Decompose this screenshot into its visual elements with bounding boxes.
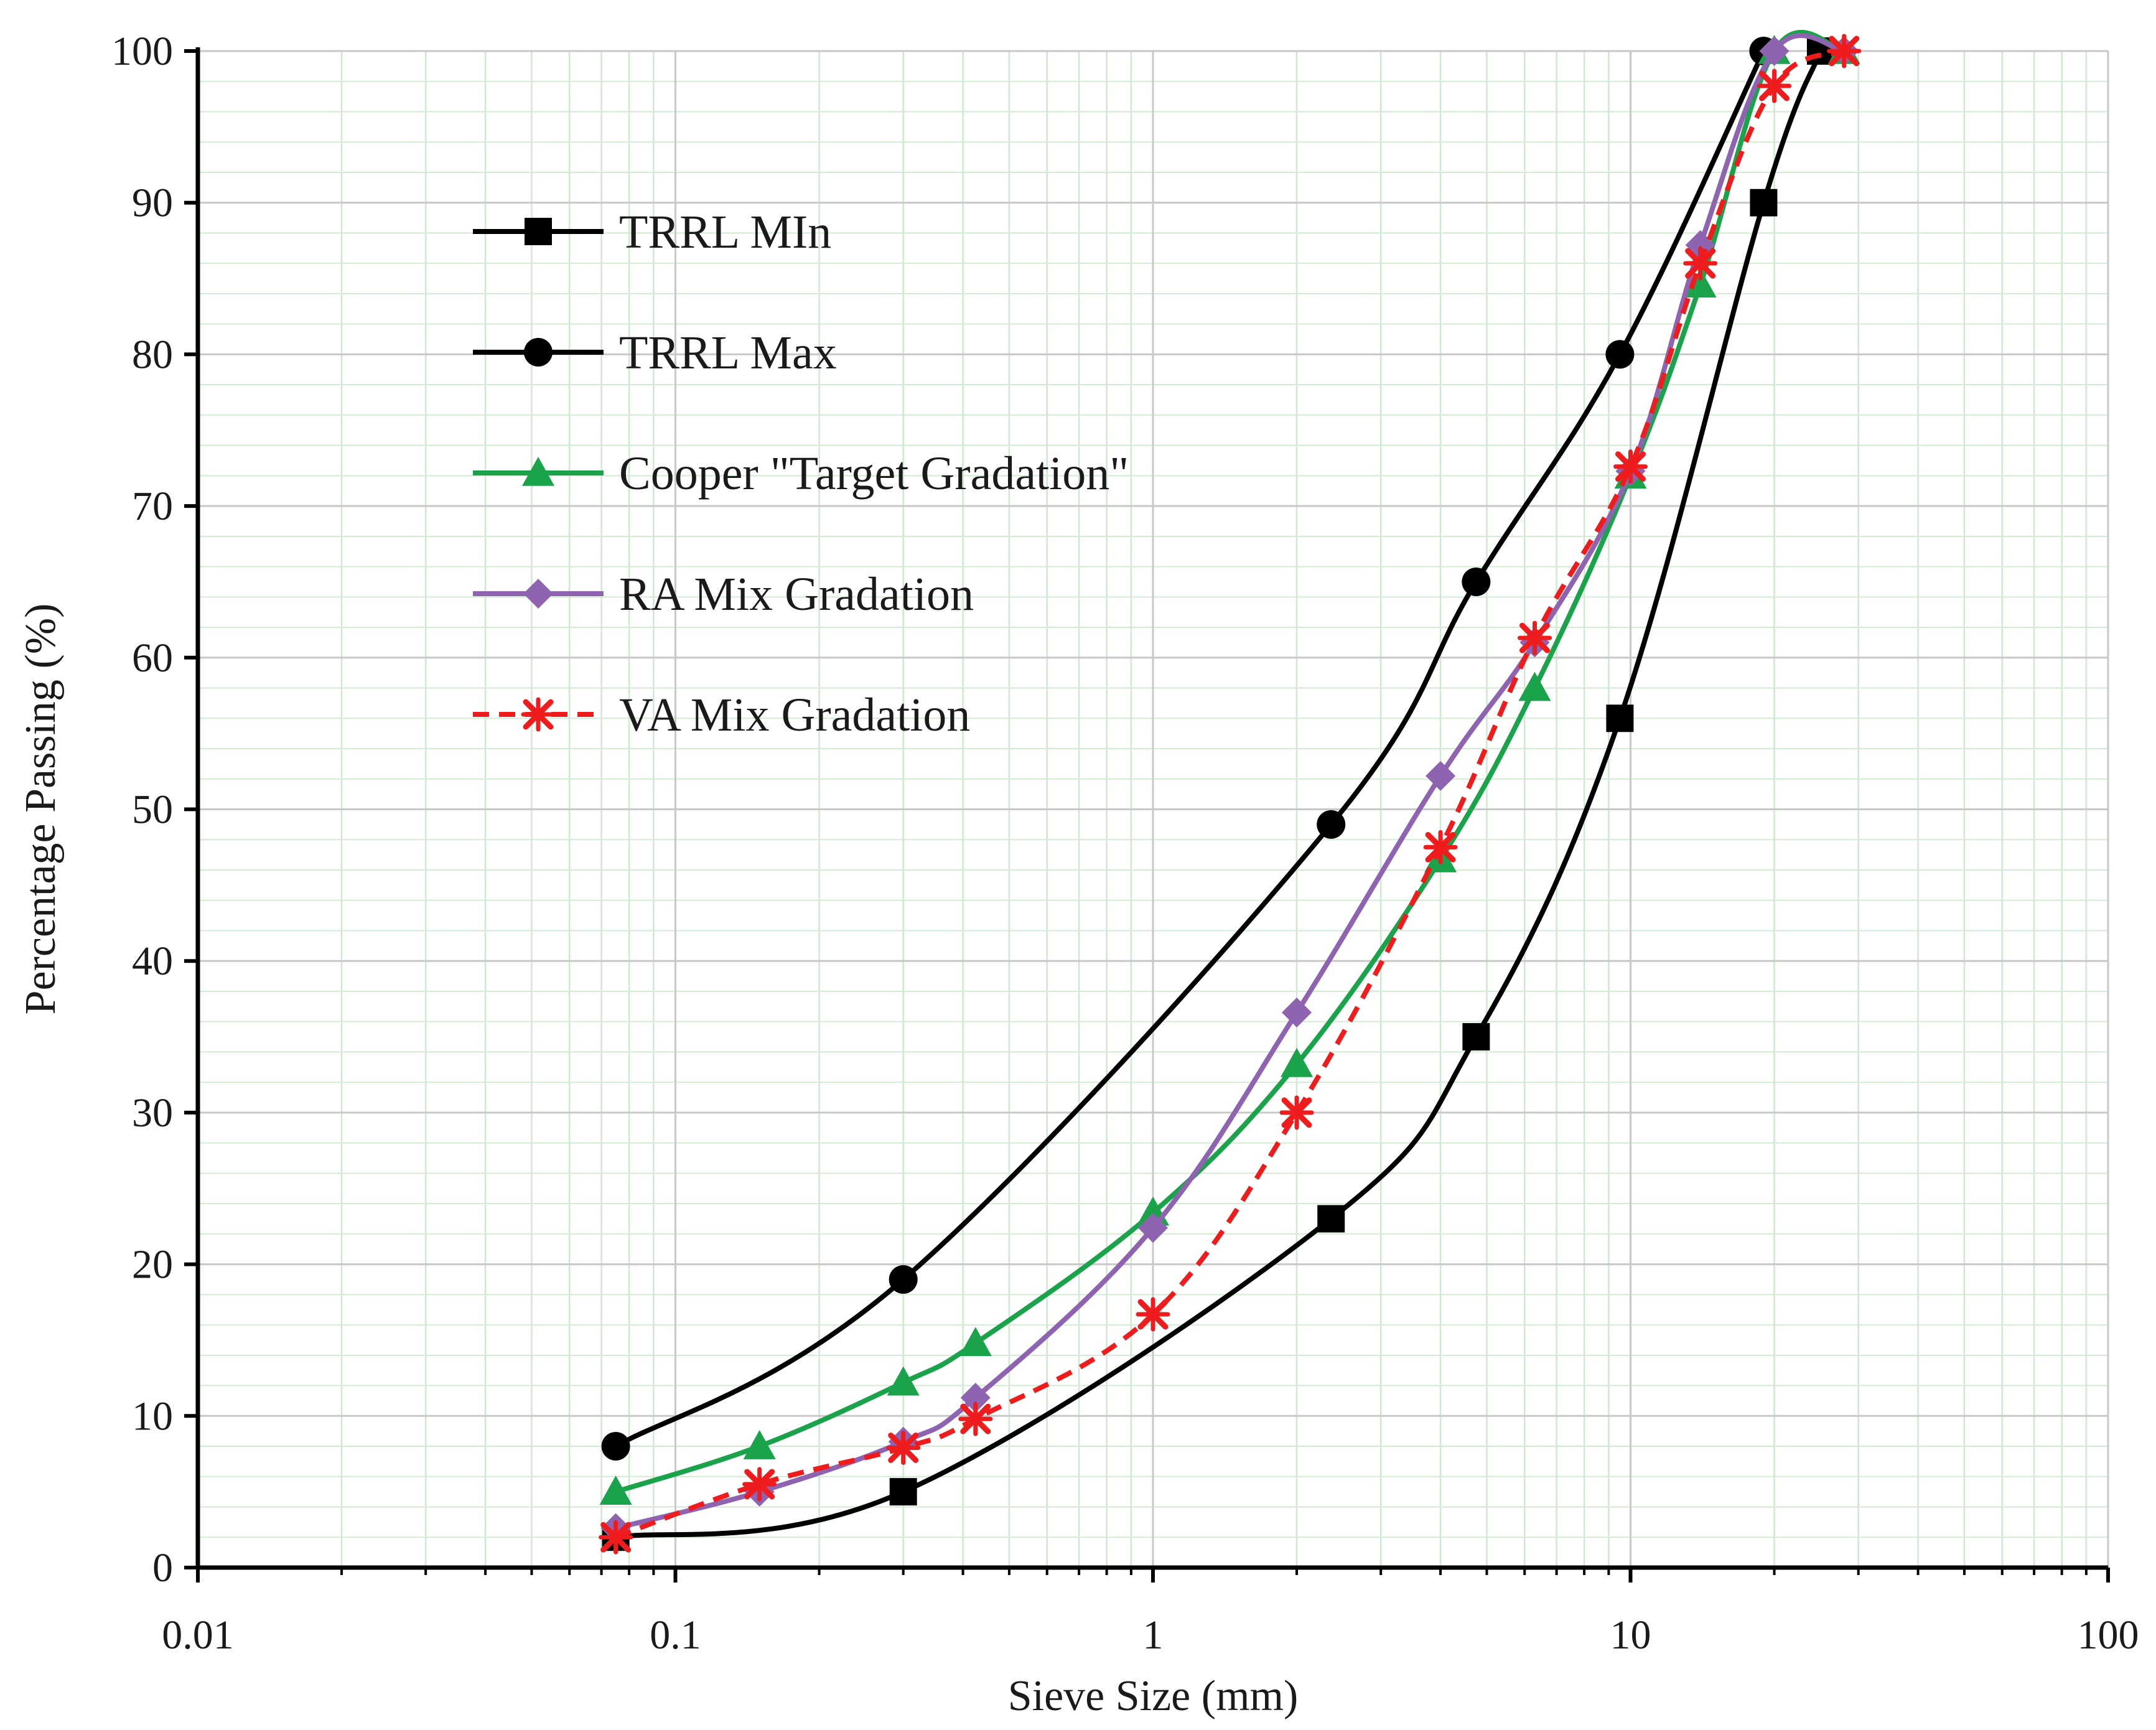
data-point xyxy=(1759,36,1790,66)
legend: TRRL MIn TRRL Max Cooper "Target Gradation… xyxy=(473,206,1129,741)
data-point xyxy=(601,1432,630,1461)
series-line xyxy=(614,50,1766,1449)
data-point xyxy=(1136,1297,1170,1332)
data-point xyxy=(958,1401,993,1436)
y-tick-label: 90 xyxy=(132,180,173,226)
x-tick-label: 0.01 xyxy=(162,1612,234,1658)
y-tick-label: 80 xyxy=(132,332,173,377)
y-tick-label: 10 xyxy=(132,1393,173,1439)
series-layer xyxy=(599,30,1862,1555)
axes: 0 10 20 30 40 50 60 70 80 90 100 0.01 0.1 1 10 100 xyxy=(111,29,2139,1658)
legend-label: VA Mix Gradation xyxy=(619,689,970,741)
legend-swatch-marker xyxy=(522,457,554,486)
y-tick-label: 20 xyxy=(132,1242,173,1288)
x-tick-label: 10 xyxy=(1610,1612,1651,1658)
data-point xyxy=(1683,246,1718,281)
data-point xyxy=(1827,34,1862,68)
data-point xyxy=(1426,760,1456,791)
legend-item: RA Mix Gradation xyxy=(473,568,974,620)
data-point xyxy=(1757,68,1792,103)
y-tick-label: 60 xyxy=(132,635,173,681)
data-point xyxy=(599,1475,632,1505)
legend-label: TRRL MIn xyxy=(619,206,831,258)
legend-label: TRRL Max xyxy=(619,327,837,379)
y-axis-title: Percentage Passing (%) xyxy=(17,604,65,1015)
data-point xyxy=(1750,189,1778,217)
legend-label: Cooper "Target Gradation" xyxy=(619,447,1129,500)
legend-swatch-marker xyxy=(524,338,553,367)
legend-swatch-marker xyxy=(525,218,552,245)
data-point xyxy=(889,1265,918,1294)
data-point xyxy=(1317,1205,1345,1233)
data-point xyxy=(1605,340,1635,369)
legend-item: TRRL MIn xyxy=(473,206,831,258)
legend-item: TRRL Max xyxy=(473,327,837,379)
x-tick-label: 100 xyxy=(2078,1612,2139,1658)
data-point xyxy=(1613,449,1648,484)
data-point xyxy=(1684,268,1717,298)
legend-swatch-marker xyxy=(523,579,553,609)
data-point xyxy=(1138,1213,1168,1243)
y-tick-label: 0 xyxy=(152,1545,173,1591)
data-point xyxy=(1423,830,1458,864)
y-tick-label: 50 xyxy=(132,787,173,833)
data-point xyxy=(887,1366,920,1396)
legend-item: Cooper "Target Gradation" xyxy=(473,447,1129,500)
legend-item: VA Mix Gradation xyxy=(473,689,970,741)
data-point xyxy=(1606,704,1634,732)
y-tick-label: 70 xyxy=(132,484,173,529)
legend-label: RA Mix Gradation xyxy=(619,568,974,620)
y-tick-label: 30 xyxy=(132,1090,173,1136)
data-point xyxy=(1317,810,1346,839)
data-point xyxy=(1517,620,1552,655)
y-tick-label: 100 xyxy=(111,29,173,74)
data-point xyxy=(960,1383,991,1413)
legend-swatch-marker xyxy=(521,697,556,732)
data-point xyxy=(1518,671,1551,701)
data-point xyxy=(1282,998,1312,1028)
data-point xyxy=(1279,1095,1314,1130)
data-point xyxy=(1462,567,1491,596)
x-axis-title: Sieve Size (mm) xyxy=(1008,1672,1299,1720)
data-point xyxy=(889,1478,917,1506)
data-point xyxy=(1462,1023,1490,1051)
y-tick-label: 40 xyxy=(132,938,173,984)
data-point xyxy=(742,1467,777,1502)
x-tick-label: 1 xyxy=(1143,1612,1164,1658)
series-4 xyxy=(599,34,1862,1555)
data-point xyxy=(959,1327,992,1357)
data-point xyxy=(743,1430,776,1459)
data-point xyxy=(1281,1047,1314,1077)
data-point xyxy=(886,1430,921,1465)
x-tick-label: 0.1 xyxy=(650,1612,701,1658)
data-point xyxy=(599,1520,633,1555)
